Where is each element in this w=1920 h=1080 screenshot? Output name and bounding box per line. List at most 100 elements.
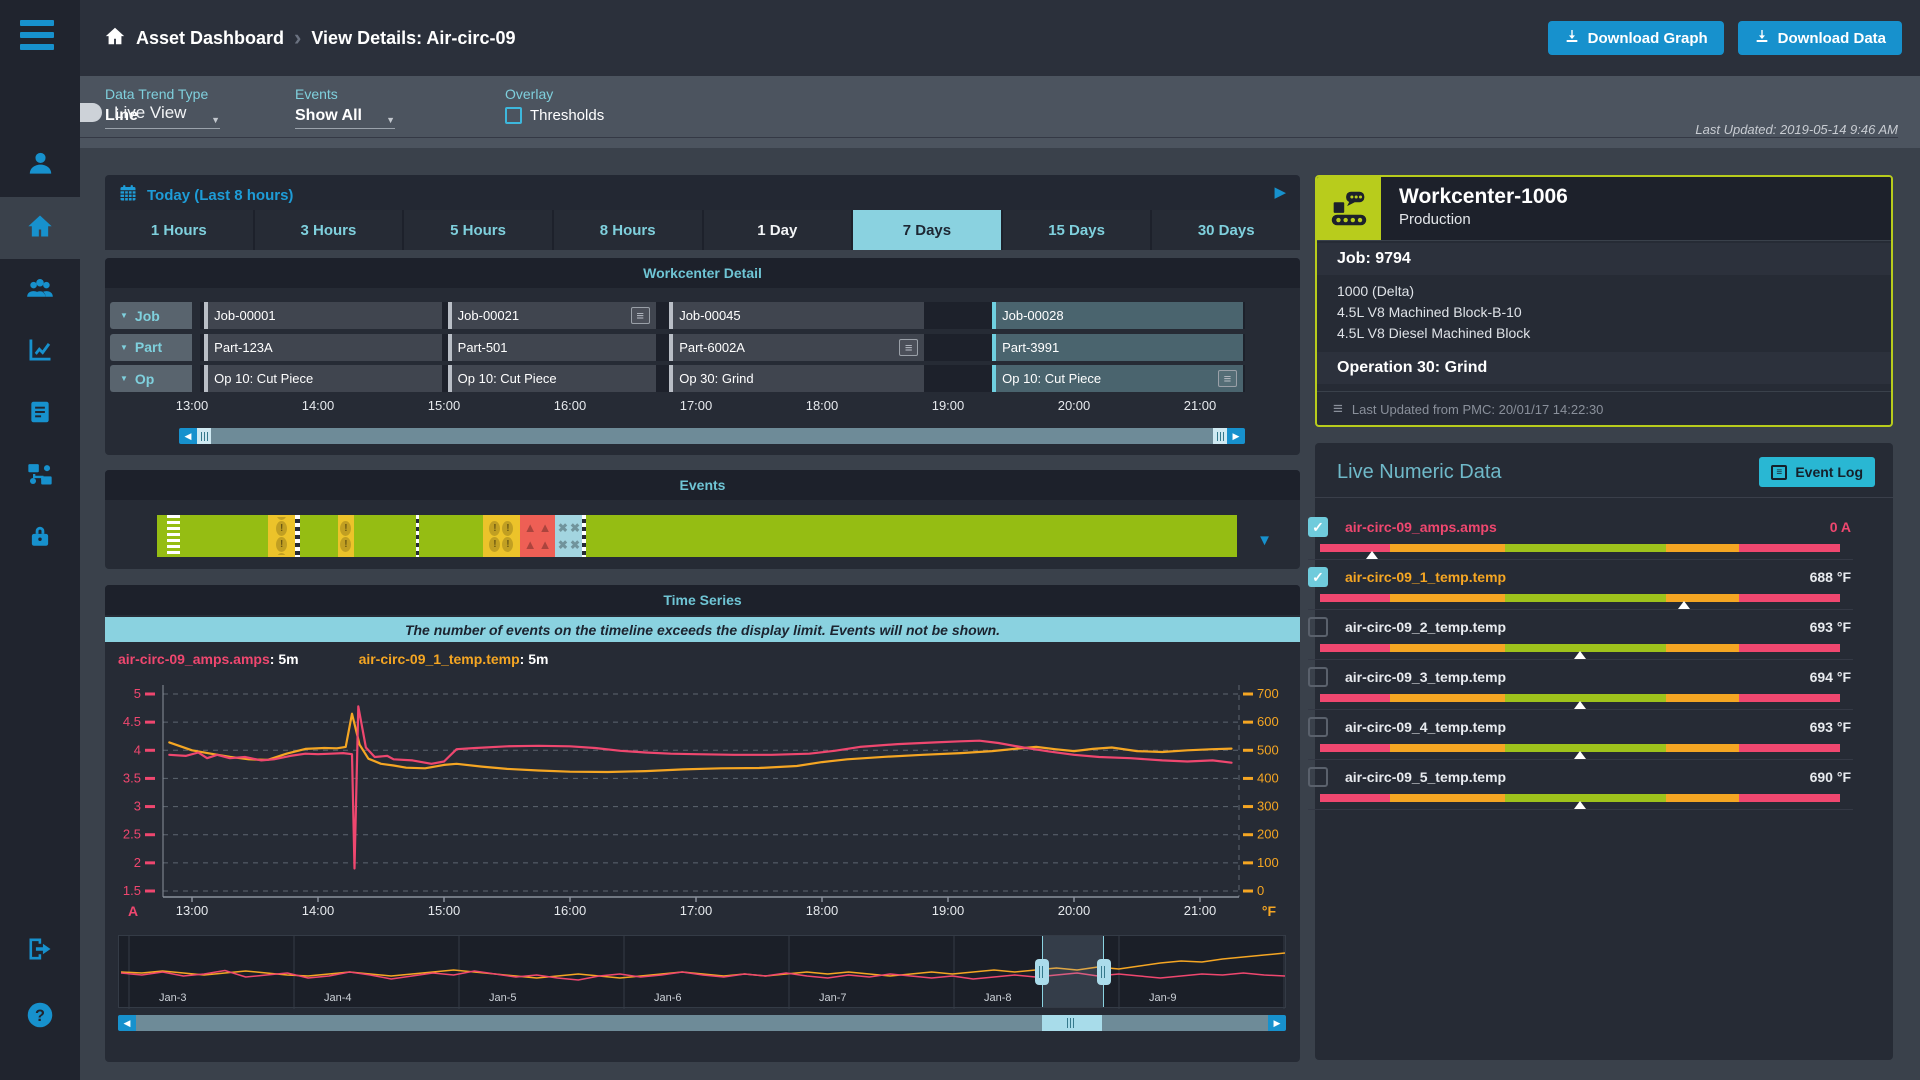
- download-data-button[interactable]: Download Data: [1738, 21, 1902, 55]
- axis-tick-label: 13:00: [176, 398, 209, 413]
- user-icon: [27, 150, 54, 182]
- svg-text:A: A: [128, 903, 138, 919]
- row-header-job[interactable]: ▼Job: [110, 302, 192, 329]
- event-segment-alerts[interactable]: !!!!: [483, 515, 520, 557]
- timeline-segment[interactable]: Op 10: Cut Piece≡: [992, 365, 1243, 392]
- machine-icon: [1317, 177, 1381, 240]
- workcenter-scrollbar[interactable]: ◀ ▶: [179, 428, 1245, 444]
- gauge-marker-icon: [1366, 551, 1378, 559]
- scroll-left-button[interactable]: ◀: [179, 428, 197, 444]
- timeline-segment[interactable]: Job-00021≡: [448, 302, 656, 329]
- sidebar-item-security[interactable]: [0, 507, 80, 569]
- timeline-segment[interactable]: Op 30: Grind: [669, 365, 924, 392]
- event-segment-alerts[interactable]: !!: [338, 515, 353, 557]
- event-log-button[interactable]: ≡ Event Log: [1759, 457, 1875, 487]
- menu-hamburger-icon[interactable]: [20, 20, 80, 50]
- series-checkbox[interactable]: [1308, 767, 1328, 787]
- scroll-selection-handle[interactable]: [1042, 1015, 1102, 1031]
- workcenter-time-axis: 13:0014:0015:0016:0017:0018:0019:0020:00…: [105, 398, 1300, 416]
- navigator-scrollbar[interactable]: ◀ ▶: [118, 1015, 1286, 1031]
- events-timeline[interactable]: !!!!!!!!!!▲▲▲▲✖✖✖✖: [157, 515, 1237, 557]
- series-checkbox[interactable]: ✓: [1308, 517, 1328, 537]
- breadcrumb-root-link[interactable]: Asset Dashboard: [136, 28, 284, 49]
- row-header-op[interactable]: ▼Op: [110, 365, 192, 392]
- range-tab-8-hours[interactable]: 8 Hours: [554, 210, 704, 250]
- range-tab-1-day[interactable]: 1 Day: [704, 210, 854, 250]
- event-segment-green[interactable]: [354, 515, 417, 557]
- navigator-selection-window[interactable]: [1042, 936, 1104, 1007]
- last-updated-text: Last Updated: 2019-05-14 9:46 AM: [1695, 122, 1898, 137]
- sidebar-item-user[interactable]: [0, 135, 80, 197]
- timeline-segment[interactable]: Job-00001: [204, 302, 442, 329]
- home-icon[interactable]: [104, 25, 126, 52]
- range-title: Today (Last 8 hours): [147, 187, 293, 204]
- sidebar-item-logs[interactable]: [0, 383, 80, 445]
- scroll-right-handle[interactable]: [1213, 428, 1227, 444]
- svg-text:14:00: 14:00: [302, 903, 335, 918]
- series-name: air-circ-09_1_temp.temp: [1345, 569, 1506, 585]
- event-segment-striped[interactable]: [167, 515, 180, 557]
- event-segment-alerts[interactable]: !!!!: [268, 515, 295, 557]
- row-header-part[interactable]: ▼Part: [110, 334, 192, 361]
- event-segment-green[interactable]: [586, 515, 1237, 557]
- timeline-segment[interactable]: Op 10: Cut Piece: [204, 365, 442, 392]
- scroll-track[interactable]: [211, 428, 1213, 444]
- sidebar-item-metrics[interactable]: [0, 321, 80, 383]
- range-tab-1-hours[interactable]: 1 Hours: [105, 210, 255, 250]
- timeline-segment[interactable]: Part-6002A≡: [669, 334, 924, 361]
- series-name: air-circ-09_5_temp.temp: [1345, 769, 1506, 785]
- event-segment-maintenance[interactable]: ✖✖✖✖: [555, 515, 582, 557]
- svg-text:4.5: 4.5: [123, 714, 141, 729]
- range-tab-5-hours[interactable]: 5 Hours: [404, 210, 554, 250]
- scroll-left-button[interactable]: ◀: [118, 1015, 136, 1031]
- live-view-label: Live View: [114, 103, 186, 123]
- time-range-panel: Today (Last 8 hours) ▶ 1 Hours3 Hours5 H…: [105, 175, 1300, 250]
- range-tab-7-days[interactable]: 7 Days: [853, 210, 1003, 250]
- sidebar-item-logout[interactable]: [0, 918, 80, 984]
- timeline-segment[interactable]: Job-00045: [669, 302, 924, 329]
- details-list-icon[interactable]: ≡: [899, 339, 918, 356]
- scroll-left-handle[interactable]: [197, 428, 211, 444]
- timeline-segment[interactable]: Part-123A: [204, 334, 442, 361]
- scroll-track[interactable]: [136, 1015, 1268, 1031]
- series-checkbox[interactable]: ✓: [1308, 567, 1328, 587]
- chevron-down-icon: ▼: [120, 374, 128, 383]
- series-checkbox[interactable]: [1308, 717, 1328, 737]
- sidebar-item-assets[interactable]: [0, 259, 80, 321]
- chevron-down-icon[interactable]: ▼: [1257, 532, 1272, 549]
- scroll-right-button[interactable]: ▶: [1227, 428, 1245, 444]
- timeline-segment[interactable]: Job-00028: [992, 302, 1243, 329]
- timeline-segment[interactable]: Part-3991: [992, 334, 1243, 361]
- scroll-right-button[interactable]: ▶: [1268, 1015, 1286, 1031]
- details-list-icon[interactable]: ≡: [1218, 370, 1237, 387]
- chart-navigator[interactable]: Jan-3Jan-4Jan-5Jan-6Jan-7Jan-8Jan-9: [118, 935, 1286, 1008]
- event-segment-warnings[interactable]: ▲▲▲▲: [520, 515, 556, 557]
- axis-tick-label: 16:00: [554, 398, 587, 413]
- event-segment-green[interactable]: [157, 515, 167, 557]
- timeline-segment[interactable]: Part-501: [448, 334, 656, 361]
- navigator-right-handle[interactable]: [1097, 959, 1111, 985]
- range-tab-15-days[interactable]: 15 Days: [1003, 210, 1153, 250]
- job-detail-line: 4.5L V8 Machined Block-B-10: [1337, 302, 1871, 323]
- sidebar-item-help[interactable]: ?: [0, 984, 80, 1050]
- svg-text:2.5: 2.5: [123, 827, 141, 842]
- navigator-date-label: Jan-9: [1149, 992, 1177, 1004]
- range-tab-30-days[interactable]: 30 Days: [1152, 210, 1300, 250]
- breadcrumb: Asset Dashboard › View Details: Air-circ…: [104, 25, 515, 52]
- timeline-segment[interactable]: Op 10: Cut Piece: [448, 365, 656, 392]
- play-forward-icon[interactable]: ▶: [1274, 183, 1286, 201]
- series-checkbox[interactable]: [1308, 617, 1328, 637]
- series-checkbox[interactable]: [1308, 667, 1328, 687]
- event-segment-green[interactable]: [300, 515, 339, 557]
- axis-tick-label: 21:00: [1184, 398, 1217, 413]
- navigator-left-handle[interactable]: [1035, 959, 1049, 985]
- details-list-icon[interactable]: ≡: [631, 307, 650, 324]
- download-icon: [1564, 28, 1580, 48]
- event-segment-green[interactable]: [180, 515, 269, 557]
- sidebar-item-home[interactable]: [0, 197, 80, 259]
- warning-icon: ▲: [524, 520, 537, 536]
- sidebar-item-integrations[interactable]: [0, 445, 80, 507]
- event-segment-green[interactable]: [419, 515, 483, 557]
- range-tab-3-hours[interactable]: 3 Hours: [255, 210, 405, 250]
- download-graph-button[interactable]: Download Graph: [1548, 21, 1724, 55]
